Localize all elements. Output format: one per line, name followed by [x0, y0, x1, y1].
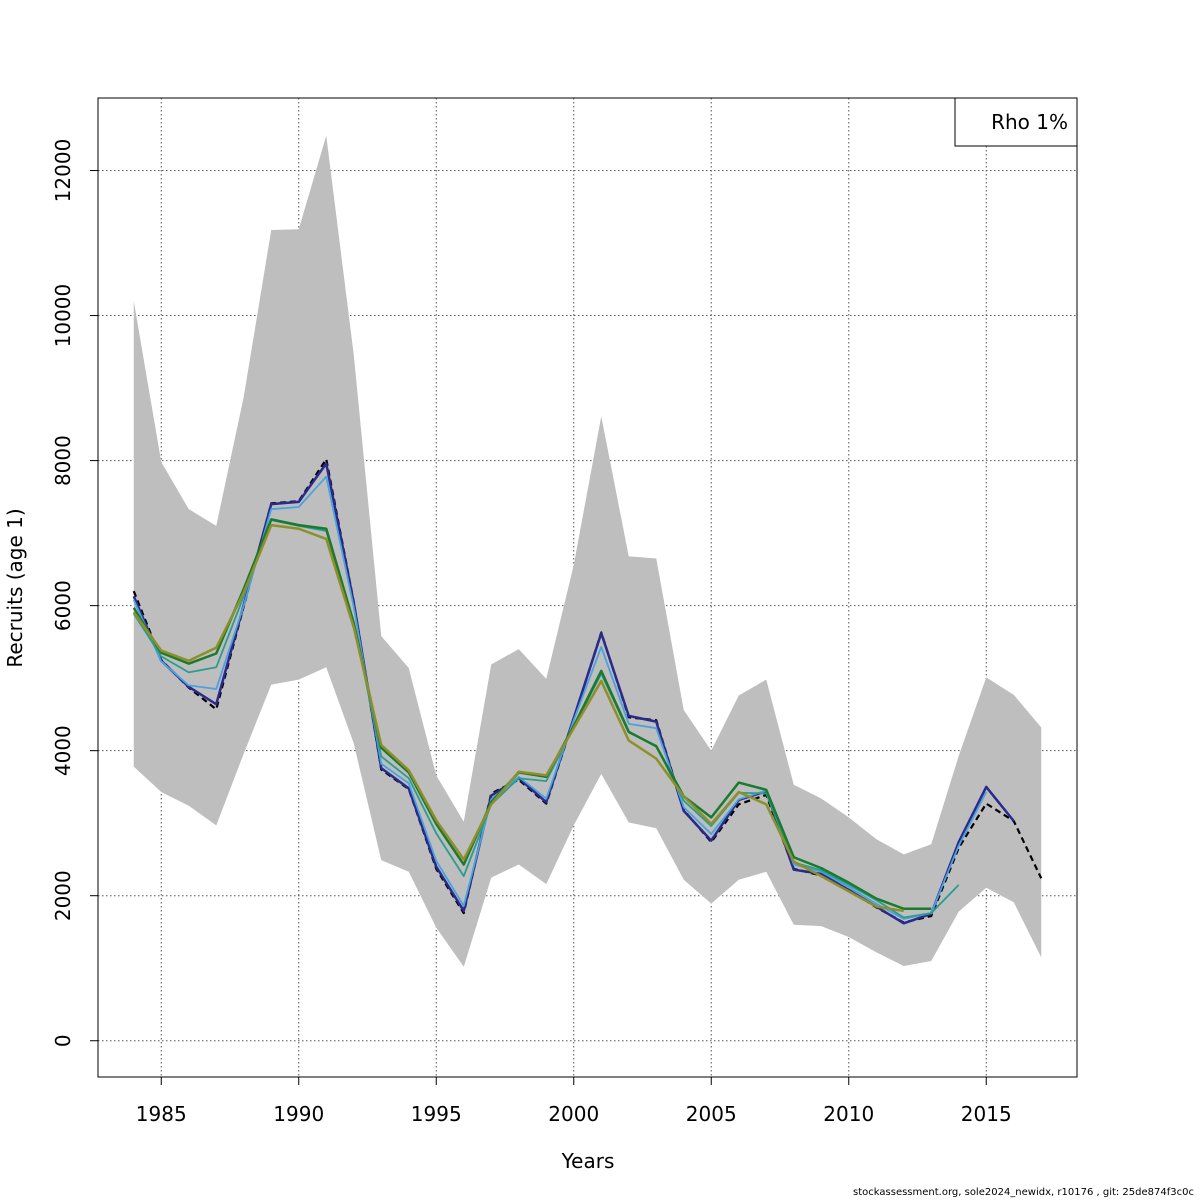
- x-tick-label: 2015: [961, 1102, 1012, 1126]
- y-tick-label: 0: [51, 1034, 75, 1047]
- x-tick-label: 1990: [273, 1102, 324, 1126]
- y-tick-label: 8000: [51, 435, 75, 486]
- x-tick-label: 1985: [136, 1102, 187, 1126]
- y-axis: 0 2000 4000 6000 8000 10000 12000: [51, 139, 99, 1047]
- x-tick-label: 2010: [823, 1102, 874, 1126]
- confidence-band: [133, 135, 1042, 967]
- y-tick-label: 4000: [51, 725, 75, 776]
- x-tick-label: 2000: [548, 1102, 599, 1126]
- series-line-6: [132, 523, 904, 913]
- series-lines-layer: [132, 458, 1043, 925]
- x-axis: 1985 1990 1995 2000 2005 2010 2015: [136, 1076, 1012, 1126]
- footer-note: stockassessment.org, sole2024_newidx, r1…: [853, 1187, 1194, 1198]
- legend-box: [954, 97, 1078, 147]
- y-tick-label: 10000: [51, 284, 75, 348]
- confidence-band-layer: [133, 135, 1042, 967]
- y-tick-label: 12000: [51, 139, 75, 203]
- x-axis-title: Years: [561, 1149, 615, 1173]
- x-tick-label: 2005: [686, 1102, 737, 1126]
- x-tick-label: 1995: [411, 1102, 462, 1126]
- y-axis-title: Recruits (age 1): [3, 508, 27, 667]
- series-line-3: [132, 475, 988, 920]
- y-tick-label: 6000: [51, 580, 75, 631]
- legend: Rho 1%: [954, 97, 1078, 147]
- legend-entry: Rho 1%: [991, 110, 1068, 134]
- y-tick-label: 2000: [51, 870, 75, 921]
